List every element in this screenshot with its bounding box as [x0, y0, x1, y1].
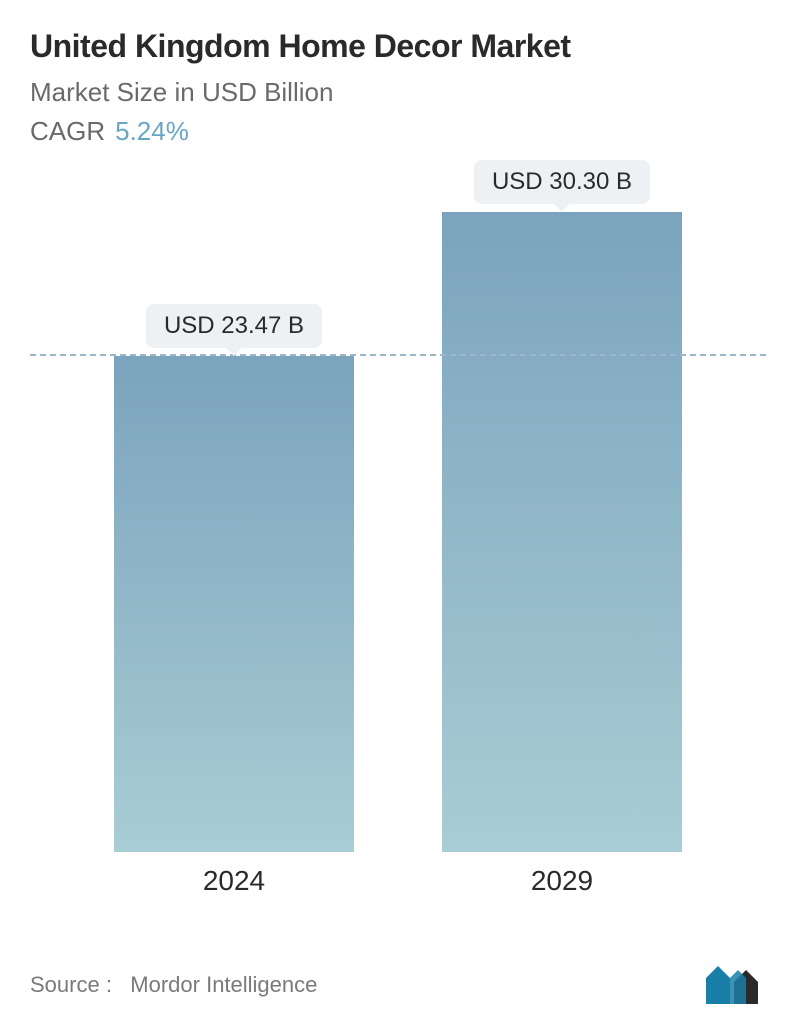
- cagr-value: 5.24%: [115, 116, 189, 147]
- reference-line: [30, 354, 766, 356]
- footer: Source : Mordor Intelligence: [30, 964, 766, 1006]
- bar-label-1: USD 30.30 B: [474, 160, 650, 204]
- bar-1: USD 30.30 B: [442, 212, 682, 852]
- chart-area: USD 23.47 B USD 30.30 B 2024 2029: [30, 197, 766, 897]
- chart-title: United Kingdom Home Decor Market: [0, 0, 796, 71]
- cagr-row: CAGR 5.24%: [0, 112, 796, 147]
- source-text: Source : Mordor Intelligence: [30, 972, 317, 998]
- x-label-0: 2024: [114, 865, 354, 897]
- source-label: Source :: [30, 972, 112, 997]
- bar-group-1: USD 30.30 B: [442, 212, 682, 852]
- chart-subtitle: Market Size in USD Billion: [0, 71, 796, 112]
- logo-icon: [704, 964, 766, 1006]
- bar-group-0: USD 23.47 B: [114, 356, 354, 852]
- bars-container: USD 23.47 B USD 30.30 B: [30, 212, 766, 852]
- bar-label-0: USD 23.47 B: [146, 304, 322, 348]
- bar-0: USD 23.47 B: [114, 356, 354, 852]
- cagr-label: CAGR: [30, 116, 105, 147]
- x-label-1: 2029: [442, 865, 682, 897]
- x-labels: 2024 2029: [30, 865, 766, 897]
- brand-logo: [704, 964, 766, 1006]
- source-name: Mordor Intelligence: [130, 972, 317, 997]
